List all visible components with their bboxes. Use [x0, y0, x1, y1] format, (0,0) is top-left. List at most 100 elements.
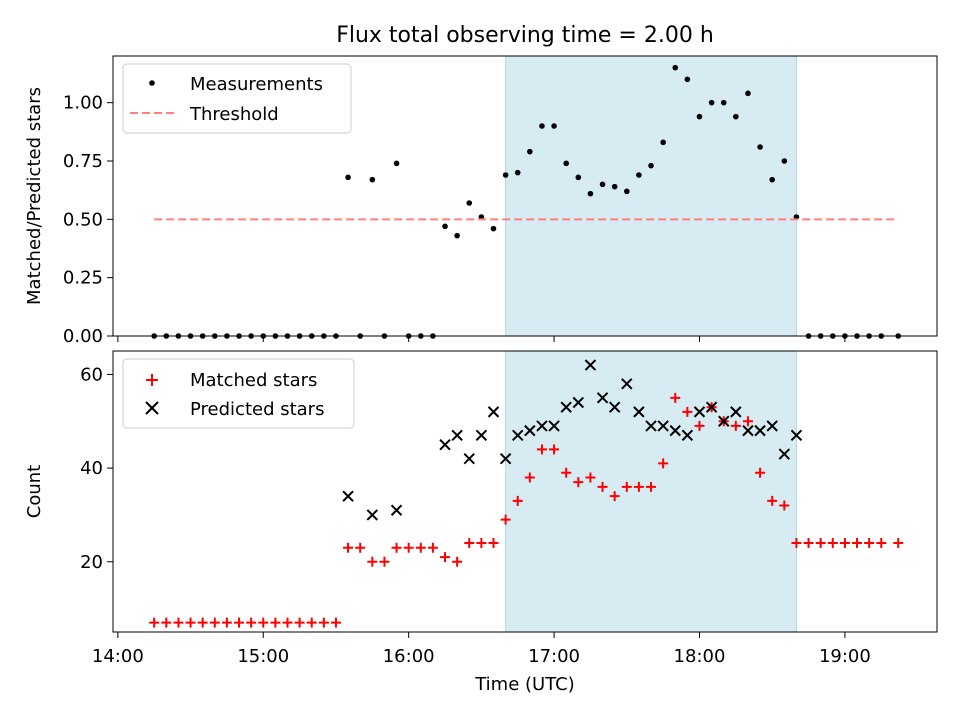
- predicted-stars-point: [512, 429, 524, 442]
- matched-stars-point: [791, 538, 802, 549]
- matched-stars-point: [633, 481, 644, 492]
- matched-stars-point: [440, 552, 451, 563]
- top-y-tick-label: 1.00: [63, 93, 103, 114]
- predicted-stars-point: [645, 420, 657, 432]
- top-panel: 0.00 0.25 0.50 0.75 1.00 Matched/Predicted s…: [24, 55, 938, 347]
- matched-stars-point: [173, 617, 184, 628]
- top-y-tick-label: 0.75: [63, 151, 103, 172]
- matched-stars-point: [246, 617, 257, 628]
- matched-stars-point: [161, 617, 172, 628]
- predicted-stars-point: [499, 453, 512, 465]
- predicted-stars-point: [390, 504, 403, 516]
- chart-title: Flux total observing time = 2.00 h: [336, 23, 714, 48]
- matched-stars-point: [852, 538, 863, 549]
- predicted-stars-point: [366, 509, 379, 521]
- measurements-point: [551, 123, 557, 129]
- x-axis-label: Time (UTC): [474, 674, 575, 695]
- predicted-stars-point: [681, 429, 694, 442]
- predicted-stars-point: [790, 429, 803, 442]
- matched-stars-point: [258, 617, 269, 628]
- matched-stars-point: [646, 481, 657, 492]
- bottom-legend: Matched stars Predicted stars: [122, 358, 355, 429]
- matched-stars-point: [876, 538, 887, 549]
- legend-predicted-marker: [145, 401, 159, 415]
- top-y-tick-label: 0.50: [63, 209, 103, 230]
- bottom-x-ticks: 14:00 15:00 16:00 17:00 18:00 19:00: [92, 632, 871, 667]
- matched-stars-point: [694, 420, 705, 431]
- matched-stars-point: [658, 458, 669, 469]
- predicted-stars-point: [718, 415, 730, 427]
- matched-stars-point: [391, 542, 402, 553]
- measurements-point: [345, 174, 351, 181]
- measurements-point: [757, 144, 763, 150]
- predicted-stars-point: [560, 401, 572, 413]
- predicted-stars-point: [342, 490, 354, 502]
- top-series-marks: [151, 64, 902, 339]
- matched-stars-point: [500, 514, 511, 525]
- top-legend: Measurements Threshold: [122, 63, 352, 134]
- matched-stars-point: [234, 617, 245, 628]
- x-tick-label: 15:00: [237, 646, 289, 667]
- matched-stars-point: [524, 472, 535, 483]
- matched-stars-point: [427, 542, 438, 553]
- matched-stars-point: [893, 538, 904, 549]
- predicted-stars-point: [536, 420, 548, 432]
- predicted-stars-point: [669, 424, 681, 437]
- matched-stars-point: [464, 538, 475, 549]
- legend-matched-label: Matched stars: [190, 370, 317, 391]
- top-y-ticks: 0.00 0.25 0.50 0.75 1.00: [63, 93, 113, 347]
- measurements-point: [514, 169, 521, 176]
- matched-stars-point: [609, 491, 620, 502]
- measurements-point: [527, 148, 533, 155]
- measurements-point: [587, 190, 594, 197]
- bottom-y-ticks: 20 40 60: [80, 364, 113, 573]
- matched-stars-point: [730, 420, 741, 431]
- legend-predicted-label: Predicted stars: [190, 399, 324, 420]
- bottom-axes-frame: [112, 350, 938, 633]
- predicted-stars-point: [766, 420, 778, 432]
- matched-stars-point: [815, 538, 826, 549]
- measurements-point: [708, 99, 715, 106]
- matched-stars-point: [573, 477, 584, 488]
- predicted-stars-point: [633, 406, 645, 418]
- matched-stars-point: [330, 617, 341, 628]
- x-tick-label: 14:00: [92, 646, 144, 667]
- measurements-point: [696, 113, 703, 120]
- predicted-stars-point: [548, 420, 560, 432]
- measurements-point: [733, 113, 739, 120]
- measurements-point: [769, 176, 775, 183]
- predicted-stars-point: [754, 424, 766, 437]
- predicted-stars-point: [487, 406, 500, 418]
- matched-stars-point: [221, 617, 232, 628]
- matched-stars-point: [355, 542, 366, 553]
- predicted-stars-point: [621, 378, 633, 390]
- measurements-point: [599, 181, 606, 188]
- predicted-stars-point: [693, 406, 706, 418]
- legend-threshold-label: Threshold: [189, 104, 279, 125]
- top-y-tick-label: 0.00: [63, 326, 103, 347]
- matched-stars-point: [476, 538, 487, 549]
- top-y-axis-label: Matched/Predicted stars: [24, 87, 45, 305]
- matched-stars-point: [488, 538, 499, 549]
- measurements-point: [648, 162, 654, 169]
- predicted-stars-point: [596, 392, 609, 404]
- measurements-point: [454, 232, 460, 239]
- predicted-stars-point: [608, 401, 621, 413]
- matched-stars-point: [270, 617, 281, 628]
- measurements-point: [575, 174, 582, 181]
- matched-stars-point: [209, 617, 220, 628]
- matched-stars-point: [415, 542, 426, 553]
- top-y-tick-label: 0.25: [63, 268, 103, 289]
- matched-stars-point: [197, 617, 208, 628]
- matched-stars-point: [779, 500, 790, 511]
- matched-stars-point: [767, 495, 778, 506]
- matched-stars-point: [536, 444, 547, 455]
- measurements-point: [611, 183, 618, 190]
- matched-stars-point: [803, 538, 814, 549]
- matched-stars-point: [512, 495, 523, 506]
- predicted-stars-point: [463, 453, 475, 465]
- measurements-point: [442, 223, 448, 230]
- x-tick-label: 17:00: [528, 646, 580, 667]
- measurements-point: [720, 99, 727, 106]
- matched-stars-point: [755, 467, 766, 478]
